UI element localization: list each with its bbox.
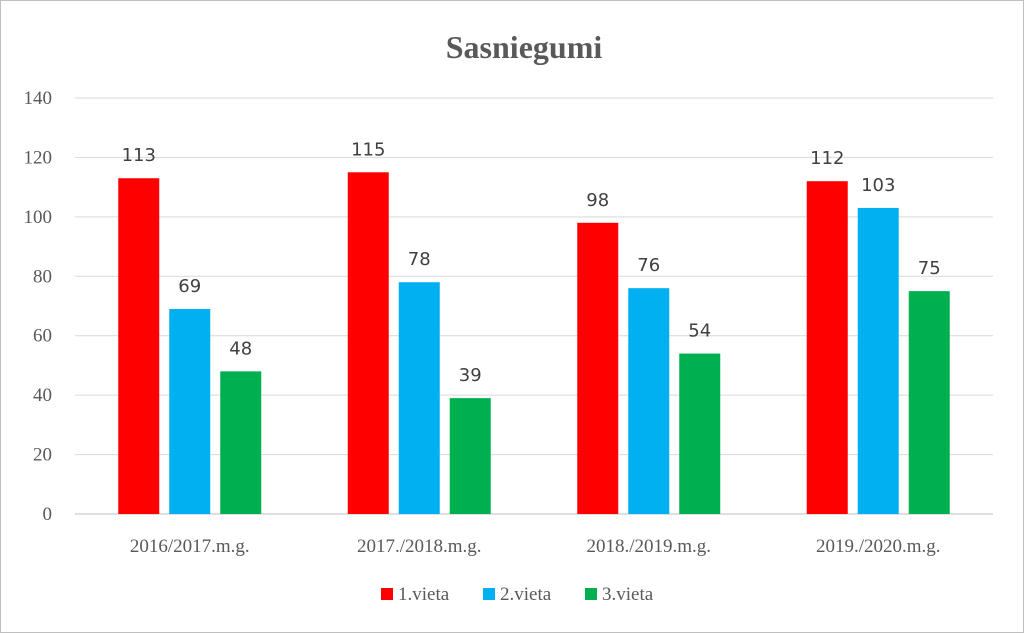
legend-swatch	[585, 588, 597, 600]
bar-2vieta-2	[628, 288, 670, 514]
y-tick-label: 20	[33, 445, 52, 466]
bar-3vieta-2	[679, 353, 721, 514]
data-label: 54	[688, 321, 711, 342]
legend-swatch	[381, 588, 393, 600]
y-tick-label: 80	[33, 266, 52, 287]
x-category-label: 2018./2019.m.g.	[586, 536, 711, 557]
y-tick-label: 0	[43, 504, 53, 525]
gridlines	[75, 97, 993, 515]
data-label: 48	[229, 338, 252, 359]
data-label: 76	[637, 255, 660, 276]
bar-1vieta-2	[577, 222, 619, 515]
data-labels: 113 69 48 115 78 39 98 76 54 112 103 75	[122, 139, 941, 386]
bar-1vieta-0	[118, 178, 160, 514]
data-label: 69	[178, 276, 201, 297]
bar-2vieta-1	[398, 282, 440, 514]
legend-label: 1.vieta	[398, 584, 450, 605]
y-tick-label: 60	[33, 326, 52, 347]
bar-2vieta-3	[857, 207, 899, 514]
y-tick-label: 140	[24, 88, 53, 109]
x-axis-categories: 2016/2017.m.g. 2017./2018.m.g. 2018./2019.…	[130, 536, 941, 557]
y-tick-label: 120	[24, 147, 53, 168]
data-label: 112	[810, 148, 844, 169]
bar-1vieta-3	[806, 181, 848, 514]
data-label: 39	[459, 365, 482, 386]
legend-label: 2.vieta	[500, 584, 552, 605]
chart-title: Sasniegumi	[446, 29, 603, 65]
legend-label: 3.vieta	[602, 584, 654, 605]
data-label: 75	[918, 258, 941, 279]
legend: 1.vieta 2.vieta 3.vieta	[381, 584, 654, 605]
data-label: 103	[861, 175, 895, 196]
y-axis-ticks: 0 20 40 60 80 100 120 140	[24, 88, 53, 525]
bar-3vieta-1	[449, 398, 491, 514]
data-label: 115	[351, 139, 385, 160]
legend-swatch	[483, 588, 495, 600]
bar-2vieta-0	[169, 308, 211, 514]
y-tick-label: 40	[33, 385, 52, 406]
x-category-label: 2019./2020.m.g.	[816, 536, 941, 557]
data-label: 113	[122, 145, 156, 166]
bar-3vieta-0	[220, 371, 262, 514]
x-category-label: 2017./2018.m.g.	[357, 536, 482, 557]
data-label: 98	[586, 190, 609, 211]
x-category-label: 2016/2017.m.g.	[130, 536, 250, 557]
bar-1vieta-1	[347, 172, 389, 515]
y-tick-label: 100	[24, 207, 53, 228]
bar-3vieta-3	[908, 291, 950, 514]
bars	[118, 172, 950, 515]
data-label: 78	[408, 249, 431, 270]
